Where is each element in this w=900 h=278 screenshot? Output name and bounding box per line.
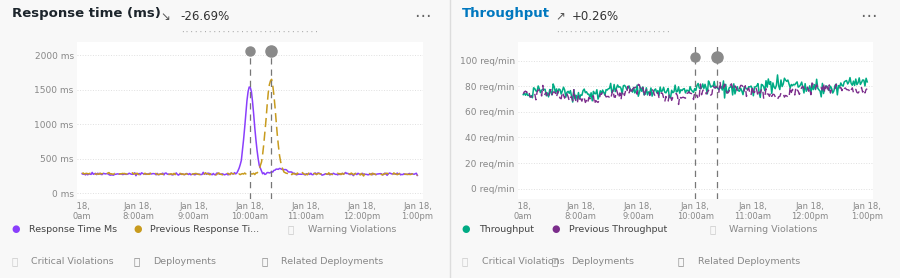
Text: Previous Response Ti...: Previous Response Ti... [150,225,259,234]
Text: Warning Violations: Warning Violations [308,225,396,234]
Text: Throughput: Throughput [462,7,550,20]
Text: ●: ● [462,224,470,234]
Text: Related Deployments: Related Deployments [281,257,383,266]
Text: ●: ● [133,224,141,234]
Text: Critical Violations: Critical Violations [32,257,114,266]
Text: Response Time Ms: Response Time Ms [29,225,117,234]
Text: ●: ● [12,224,20,234]
Text: Related Deployments: Related Deployments [698,257,800,266]
Text: Warning Violations: Warning Violations [729,225,817,234]
Text: +0.26%: +0.26% [572,10,618,23]
Text: ↗: ↗ [555,10,565,23]
Text: ⦾: ⦾ [678,256,684,266]
Text: ⦿: ⦿ [709,224,716,234]
Text: Deployments: Deployments [153,257,216,266]
Text: Throughput: Throughput [479,225,534,234]
Text: Critical Violations: Critical Violations [482,257,564,266]
Text: ⦾: ⦾ [261,256,267,266]
Text: ⦿: ⦿ [288,224,294,234]
Text: Deployments: Deployments [572,257,634,266]
Text: ↘: ↘ [160,10,170,23]
Text: ⦿: ⦿ [12,256,18,266]
Text: ·························: ························· [555,29,670,38]
Text: ⦾: ⦾ [552,256,558,266]
Text: ⦾: ⦾ [133,256,140,266]
Text: ⋯: ⋯ [414,7,430,25]
Text: ⦿: ⦿ [462,256,468,266]
Text: ······························: ······························ [180,29,319,38]
Text: -26.69%: -26.69% [180,10,230,23]
Text: ⋯: ⋯ [860,7,877,25]
Text: ●: ● [552,224,560,234]
Text: Response time (ms): Response time (ms) [12,7,160,20]
Text: Previous Throughput: Previous Throughput [569,225,667,234]
